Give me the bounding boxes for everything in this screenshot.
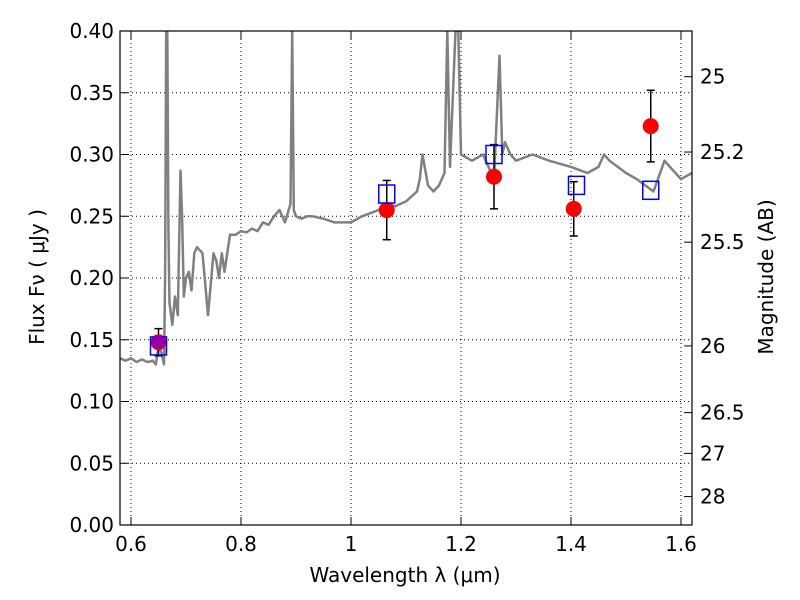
observed-point bbox=[486, 168, 502, 185]
y-axis-label: Flux Fν ( μJy ) bbox=[25, 209, 49, 345]
model-point bbox=[485, 144, 503, 165]
model-point bbox=[642, 180, 660, 201]
y2-axis-label: Magnitude (AB) bbox=[754, 199, 778, 354]
plot-area bbox=[120, 31, 692, 366]
y-tick-label: 0.00 bbox=[69, 513, 114, 537]
model-point bbox=[567, 175, 586, 196]
y-tick-label: 0.10 bbox=[69, 390, 114, 414]
x-tick-label: 1.2 bbox=[445, 532, 477, 556]
x-tick-label: 0.8 bbox=[225, 532, 257, 556]
y-tick-label: 0.35 bbox=[69, 81, 114, 105]
observed-point bbox=[642, 118, 659, 135]
y2-tick-label: 26.5 bbox=[700, 401, 745, 425]
y2-tick-label: 28 bbox=[700, 485, 725, 509]
y2-tick-label: 27 bbox=[700, 441, 725, 465]
y-tick-label: 0.40 bbox=[69, 19, 114, 43]
y-tick-label: 0.15 bbox=[69, 328, 114, 352]
y2-tick-label: 26 bbox=[700, 334, 725, 358]
axes: 0.6 0.8 1 1.2 1.4 1.6 0.00 0.05 0.10 0.15 0.20 0.25… bbox=[69, 19, 744, 556]
x-tick-label: 0.6 bbox=[115, 532, 147, 556]
model-point bbox=[378, 184, 396, 204]
y2-tick-label: 25.5 bbox=[700, 230, 745, 254]
y-tick-label: 0.05 bbox=[69, 451, 114, 475]
x-tick-label: 1.4 bbox=[555, 532, 587, 556]
overlap-point bbox=[151, 335, 166, 350]
data-markers bbox=[149, 89, 660, 357]
spectrum-line bbox=[120, 31, 692, 366]
x-tick-label: 1.6 bbox=[665, 532, 697, 556]
y-tick-label: 0.20 bbox=[69, 266, 114, 290]
x-axis-label: Wavelength λ (μm) bbox=[309, 563, 500, 587]
y2-tick-label: 25.2 bbox=[700, 140, 745, 164]
x-tick-label: 1 bbox=[345, 532, 358, 556]
y2-tick-label: 25 bbox=[700, 65, 725, 89]
observed-point bbox=[565, 200, 582, 217]
y-tick-label: 0.25 bbox=[69, 204, 114, 228]
y-tick-label: 0.30 bbox=[69, 143, 114, 167]
observed-point bbox=[378, 202, 395, 219]
